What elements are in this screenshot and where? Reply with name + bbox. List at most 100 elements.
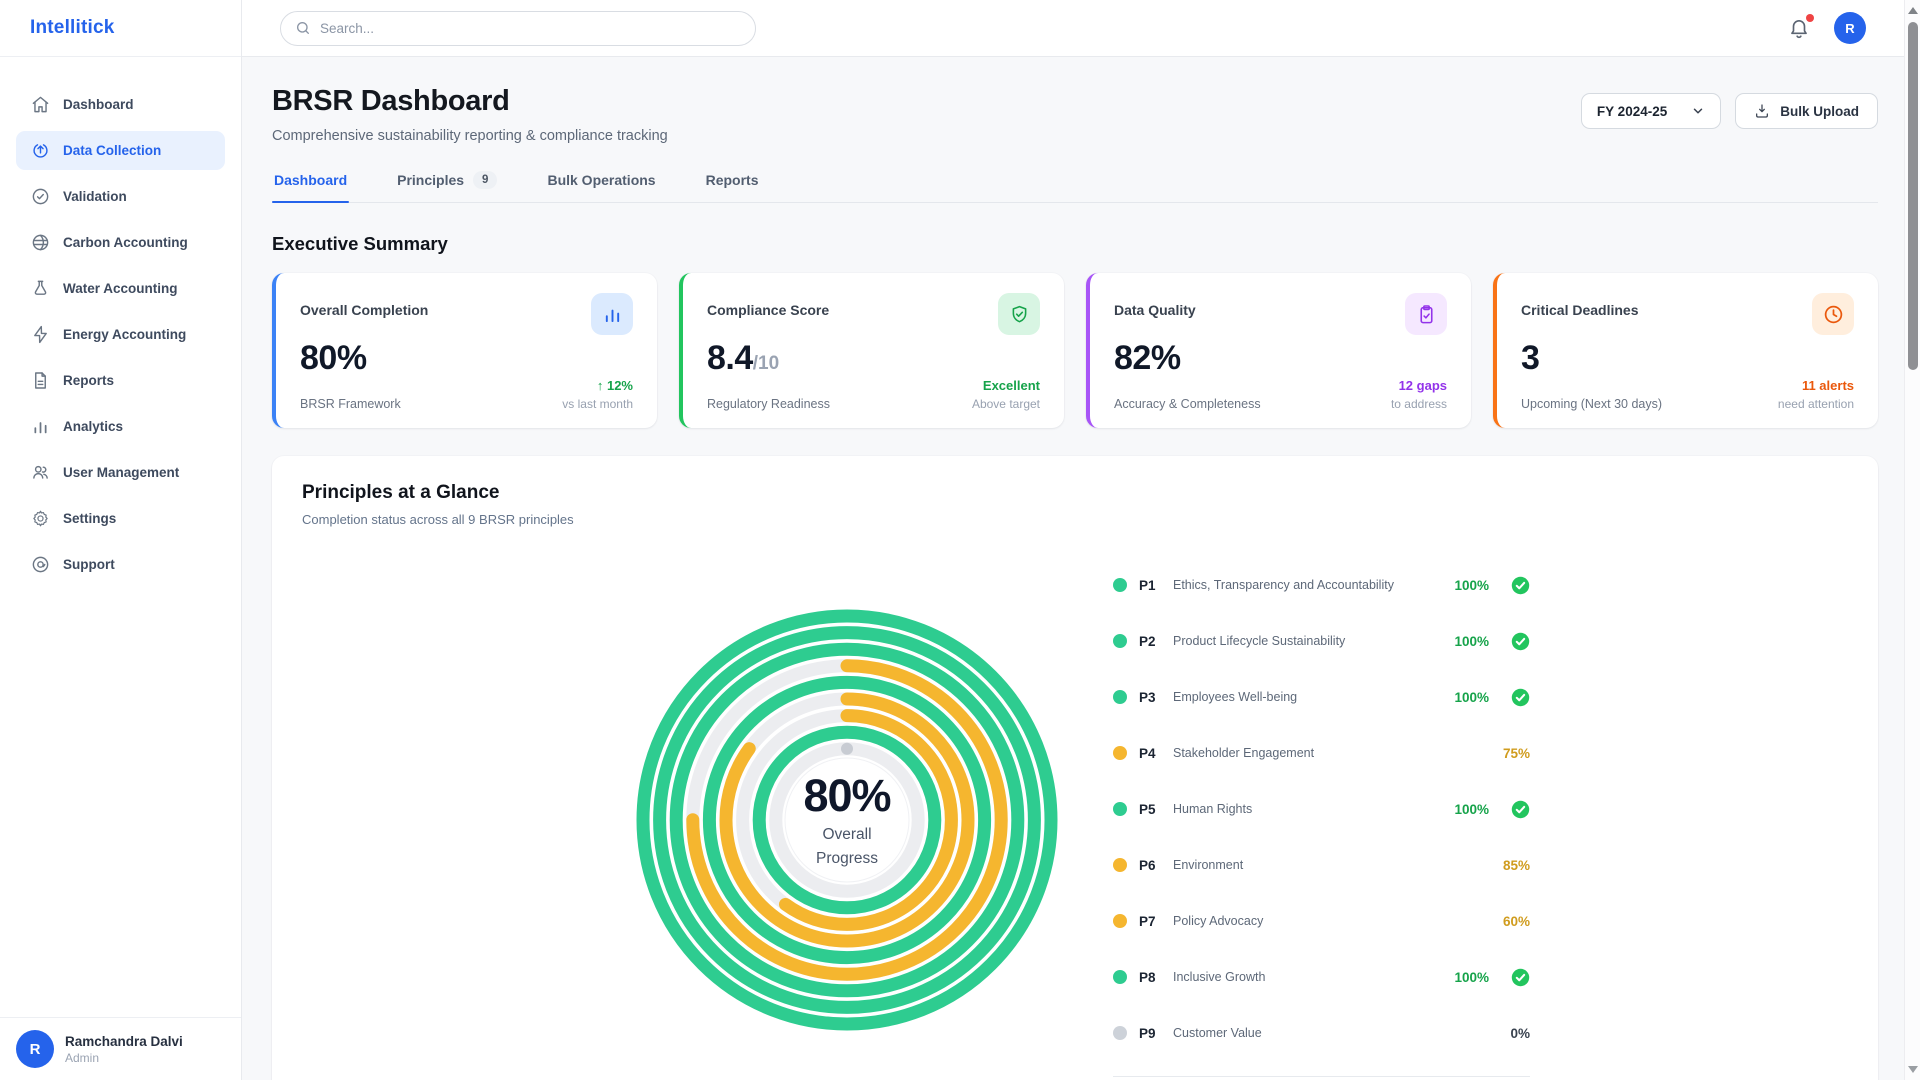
topbar: R xyxy=(242,0,1904,57)
file-text-icon xyxy=(31,371,50,390)
principle-name: Environment xyxy=(1173,858,1244,872)
principles-subtitle: Completion status across all 9 BRSR prin… xyxy=(302,512,574,527)
sidebar-item-validation[interactable]: Validation xyxy=(16,177,225,216)
scrollbar-down-arrow[interactable] xyxy=(1908,1066,1918,1073)
summary-card-overall-completion: Overall Completion 80% BRSR Framework ↑ … xyxy=(272,273,657,428)
principle-id: P6 xyxy=(1139,857,1156,873)
principle-id: P8 xyxy=(1139,969,1156,985)
card-meta-bottom: need attention xyxy=(1777,397,1854,411)
tab-reports[interactable]: Reports xyxy=(705,172,759,188)
principle-id: P4 xyxy=(1139,745,1156,761)
sidebar-item-data-collection[interactable]: Data Collection xyxy=(16,131,225,170)
card-meta-bottom: to address xyxy=(1390,397,1447,411)
card-meta-top: Excellent xyxy=(982,378,1040,393)
upload-cloud-icon xyxy=(31,141,50,160)
sidebar-item-dashboard[interactable]: Dashboard xyxy=(16,85,225,124)
sidebar-item-reports[interactable]: Reports xyxy=(16,361,225,400)
principle-id: P2 xyxy=(1139,633,1156,649)
principle-status-dot xyxy=(1113,970,1127,984)
tab-principles[interactable]: Principles 9 xyxy=(395,171,499,202)
sidebar-item-carbon-accounting[interactable]: Carbon Accounting xyxy=(16,223,225,262)
card-value: 80% xyxy=(300,339,367,377)
flask-icon xyxy=(31,279,50,298)
life-buoy-icon xyxy=(31,555,50,574)
summary-cards: Overall Completion 80% BRSR Framework ↑ … xyxy=(272,273,1878,428)
tab-dashboard[interactable]: Dashboard xyxy=(272,171,350,203)
sidebar-item-label: Support xyxy=(63,557,115,572)
fiscal-year-value: FY 2024-25 xyxy=(1596,103,1668,119)
sidebar-item-water-accounting[interactable]: Water Accounting xyxy=(16,269,225,308)
sidebar-item-label: User Management xyxy=(63,465,180,480)
principle-row-P8: P8 Inclusive Growth 100% xyxy=(1113,949,1530,1005)
clock-icon xyxy=(1812,293,1854,335)
main-content: BRSR Dashboard Comprehensive sustainabil… xyxy=(242,57,1904,1080)
globe-icon xyxy=(31,233,50,252)
principle-status-dot xyxy=(1113,802,1127,816)
principle-name: Product Lifecycle Sustainability xyxy=(1173,634,1346,648)
bulk-upload-button[interactable]: Bulk Upload xyxy=(1735,93,1878,129)
sidebar-item-label: Analytics xyxy=(63,419,124,434)
logo-area: Intellitick xyxy=(0,0,241,57)
card-value: 3 xyxy=(1521,339,1540,377)
notifications-button[interactable] xyxy=(1788,14,1814,39)
user-avatar: R xyxy=(16,1030,54,1068)
principles-legend: P1 Ethics, Transparency and Accountabili… xyxy=(1113,527,1530,1077)
card-title: Data Quality xyxy=(1114,302,1196,318)
tab-bulk-operations[interactable]: Bulk Operations xyxy=(547,172,656,188)
principle-percent: 100% xyxy=(1454,689,1489,705)
sidebar-item-label: Energy Accounting xyxy=(63,327,187,342)
principle-row-P9: P9 Customer Value 0% xyxy=(1113,1005,1530,1061)
principle-name: Employees Well-being xyxy=(1173,690,1298,704)
sidebar-item-label: Validation xyxy=(63,189,127,204)
principle-status-dot xyxy=(1113,746,1127,760)
check-badge-icon xyxy=(1511,576,1530,595)
principle-name: Policy Advocacy xyxy=(1173,914,1264,928)
sidebar-item-user-management[interactable]: User Management xyxy=(16,453,225,492)
sidebar-user-footer[interactable]: R Ramchandra Dalvi Admin xyxy=(0,1017,241,1080)
principle-status-dot xyxy=(1113,578,1127,592)
principle-row-P6: P6 Environment 85% xyxy=(1113,837,1530,893)
zap-icon xyxy=(31,325,50,344)
card-meta-top: 11 alerts xyxy=(1801,378,1854,393)
page-scrollbar[interactable] xyxy=(1904,0,1920,1080)
sidebar-item-settings[interactable]: Settings xyxy=(16,499,225,538)
principle-percent: 100% xyxy=(1454,969,1489,985)
summary-card-compliance-score: Compliance Score 8.4/10 Regulatory Readi… xyxy=(679,273,1064,428)
principle-name: Customer Value xyxy=(1173,1026,1262,1040)
brand-logo[interactable]: Intellitick xyxy=(30,17,115,38)
scrollbar-up-arrow[interactable] xyxy=(1908,7,1918,14)
principle-row-P5: P5 Human Rights 100% xyxy=(1113,781,1530,837)
users-icon xyxy=(31,463,50,482)
check-circle-icon xyxy=(31,187,50,206)
sidebar-item-support[interactable]: Support xyxy=(16,545,225,584)
sidebar-item-analytics[interactable]: Analytics xyxy=(16,407,225,446)
sidebar-item-label: Carbon Accounting xyxy=(63,235,188,250)
principle-status-dot xyxy=(1113,690,1127,704)
principle-row-P3: P3 Employees Well-being 100% xyxy=(1113,669,1530,725)
chevron-down-icon xyxy=(1693,108,1703,114)
card-meta-bottom: vs last month xyxy=(562,397,633,411)
legend-divider xyxy=(1113,1076,1530,1077)
tab-badge: 9 xyxy=(473,171,498,189)
card-title: Compliance Score xyxy=(707,302,830,318)
user-role: Admin xyxy=(65,1050,100,1065)
topbar-avatar[interactable]: R xyxy=(1834,12,1866,44)
clipboard-check-icon xyxy=(1405,293,1447,335)
fiscal-year-select[interactable]: FY 2024-25 xyxy=(1580,93,1722,129)
sidebar-item-energy-accounting[interactable]: Energy Accounting xyxy=(16,315,225,354)
check-badge-icon xyxy=(1511,968,1530,987)
card-sublabel: Accuracy & Completeness xyxy=(1114,397,1261,411)
scrollbar-thumb[interactable] xyxy=(1908,22,1918,370)
principles-panel: Principles at a Glance Completion status… xyxy=(272,456,1878,1080)
search-input[interactable] xyxy=(320,20,741,36)
search-box[interactable] xyxy=(280,10,756,46)
principle-percent: 0% xyxy=(1510,1025,1530,1041)
shield-check-icon xyxy=(998,293,1040,335)
principle-row-P4: P4 Stakeholder Engagement 75% xyxy=(1113,725,1530,781)
principle-name: Inclusive Growth xyxy=(1173,970,1266,984)
sidebar: Intellitick Dashboard Data Collection Va… xyxy=(0,0,242,1080)
check-badge-icon xyxy=(1511,632,1530,651)
card-value-suffix: /10 xyxy=(752,353,780,374)
bulk-upload-label: Bulk Upload xyxy=(1780,103,1859,119)
card-value: 82% xyxy=(1114,339,1181,377)
